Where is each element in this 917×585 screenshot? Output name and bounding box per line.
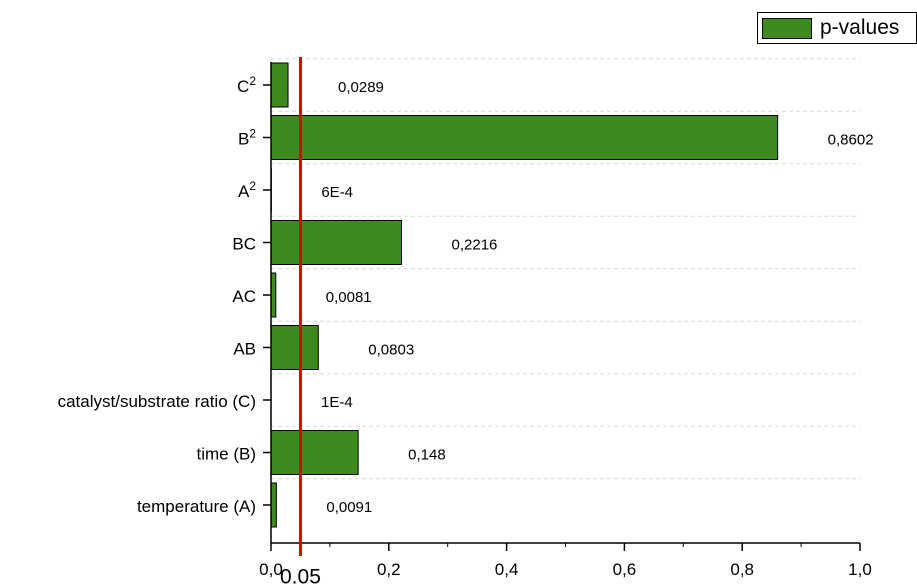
bar xyxy=(270,325,319,370)
x-tick-label: 0,4 xyxy=(495,560,519,579)
value-label: 0,0803 xyxy=(368,342,414,359)
x-tick-label: 0,6 xyxy=(613,560,637,579)
category-label: AC xyxy=(232,287,256,306)
reference-line-group: 0.05 xyxy=(280,57,321,585)
category-label: time (B) xyxy=(197,445,257,464)
category-label: BC xyxy=(232,235,256,254)
legend: p-values xyxy=(757,12,917,44)
x-tick-label: 0,0 xyxy=(259,560,283,579)
legend-label: p-values xyxy=(820,16,900,39)
x-tick-label: 1,0 xyxy=(848,560,872,579)
value-labels: 0,0091 0,148 1E-4 0,0803 0,0081 0,2216 6E-4 0,8… xyxy=(321,79,873,516)
value-label: 0,0081 xyxy=(326,289,372,306)
value-label: 0,0289 xyxy=(338,79,384,96)
category-label: B2 xyxy=(238,127,256,149)
value-label: 0,0091 xyxy=(326,499,372,516)
category-label: temperature (A) xyxy=(137,497,256,516)
value-label: 1E-4 xyxy=(321,394,353,411)
value-label: 6E-4 xyxy=(321,184,353,201)
reference-line-label: 0.05 xyxy=(280,565,321,585)
axes: temperature (A) time (B) catalyst/substrat… xyxy=(58,62,872,579)
x-tick-label: 0,2 xyxy=(377,560,401,579)
category-label: A2 xyxy=(238,179,256,201)
bar xyxy=(270,482,277,528)
bar xyxy=(270,430,359,475)
value-label: 0,148 xyxy=(408,447,446,464)
category-label: catalyst/substrate ratio (C) xyxy=(58,392,256,411)
value-label: 0,8602 xyxy=(828,132,874,149)
bar xyxy=(270,220,403,265)
grid-lines xyxy=(271,58,860,480)
category-label: AB xyxy=(233,340,256,359)
value-label: 0,2216 xyxy=(452,237,498,254)
x-tick-label: 0,8 xyxy=(730,560,754,579)
category-label: C2 xyxy=(237,74,256,96)
bar xyxy=(270,115,779,160)
legend-swatch xyxy=(762,18,812,39)
bar xyxy=(270,62,289,108)
bars xyxy=(270,62,779,528)
